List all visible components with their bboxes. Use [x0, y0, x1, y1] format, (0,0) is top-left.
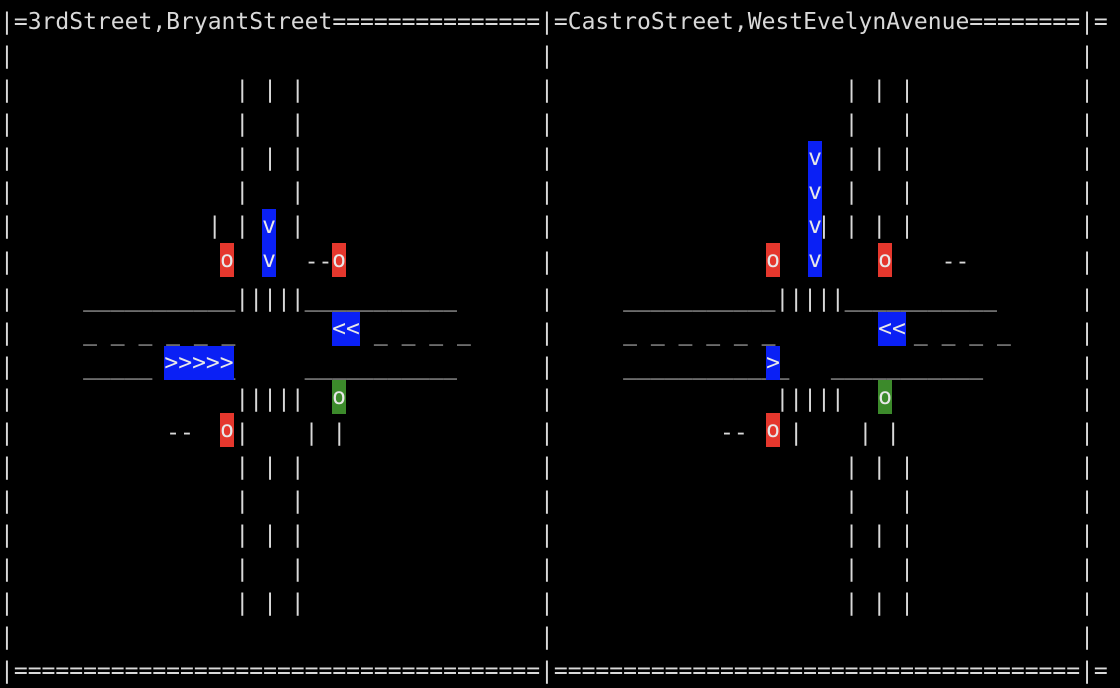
text-row: | | | | | | | | | [0, 454, 1094, 480]
signal-south-left: o [332, 380, 346, 414]
text-row: | | | | | | | | | [0, 145, 1094, 171]
text-row: | | | [0, 624, 1094, 650]
vehicle-eastbound: > [766, 346, 780, 380]
text-row: | ||||| | ||||| | [0, 386, 1094, 412]
vehicle-southbound: v [262, 209, 276, 243]
text-row: | ___________|||||___________ | ________… [0, 286, 1094, 312]
text-row: | | | | | | | [0, 556, 1094, 582]
vehicle-southbound: v [262, 243, 276, 277]
signal-west-right: o [766, 413, 780, 447]
signal-west-left: o [220, 413, 234, 447]
text-row: | | | | | | | | | [0, 77, 1094, 103]
text-row: | | | | | | | | | [0, 522, 1094, 548]
signal-east-left: o [332, 243, 346, 277]
signal-north-right: o [766, 243, 780, 277]
text-row: | | | | | | | [0, 488, 1094, 514]
text-row: | _ _ _ _ _ _ _ _ _ _ _ | _ _ _ _ _ _ _ … [0, 320, 1094, 346]
vehicle-southbound: v [808, 141, 822, 175]
vehicle-eastbound: >>>>> [164, 346, 234, 380]
signal-east-right: o [878, 243, 892, 277]
signal-south-right: o [878, 380, 892, 414]
vehicle-westbound: << [878, 312, 906, 346]
text-row: | | | | | | | [0, 111, 1094, 137]
text-row: | | | [0, 43, 1094, 69]
text-row: |=3rdStreet,BryantStreet===============|… [0, 9, 1108, 35]
text-row: | | | | | | | | | [0, 590, 1094, 616]
text-row: |======================================|… [0, 658, 1108, 684]
text-row: | | | | | | | | | | | [0, 213, 1094, 239]
text-row: | | | | | | | [0, 179, 1094, 205]
text-row: | -- | -- | [0, 249, 1094, 275]
vehicle-southbound: v [808, 175, 822, 209]
vehicle-southbound: v [808, 209, 822, 243]
vehicle-southbound: v [808, 243, 822, 277]
vehicle-westbound: << [332, 312, 360, 346]
signal-north-left: o [220, 243, 234, 277]
text-row: | -- | | | | -- | | | | [0, 420, 1094, 446]
